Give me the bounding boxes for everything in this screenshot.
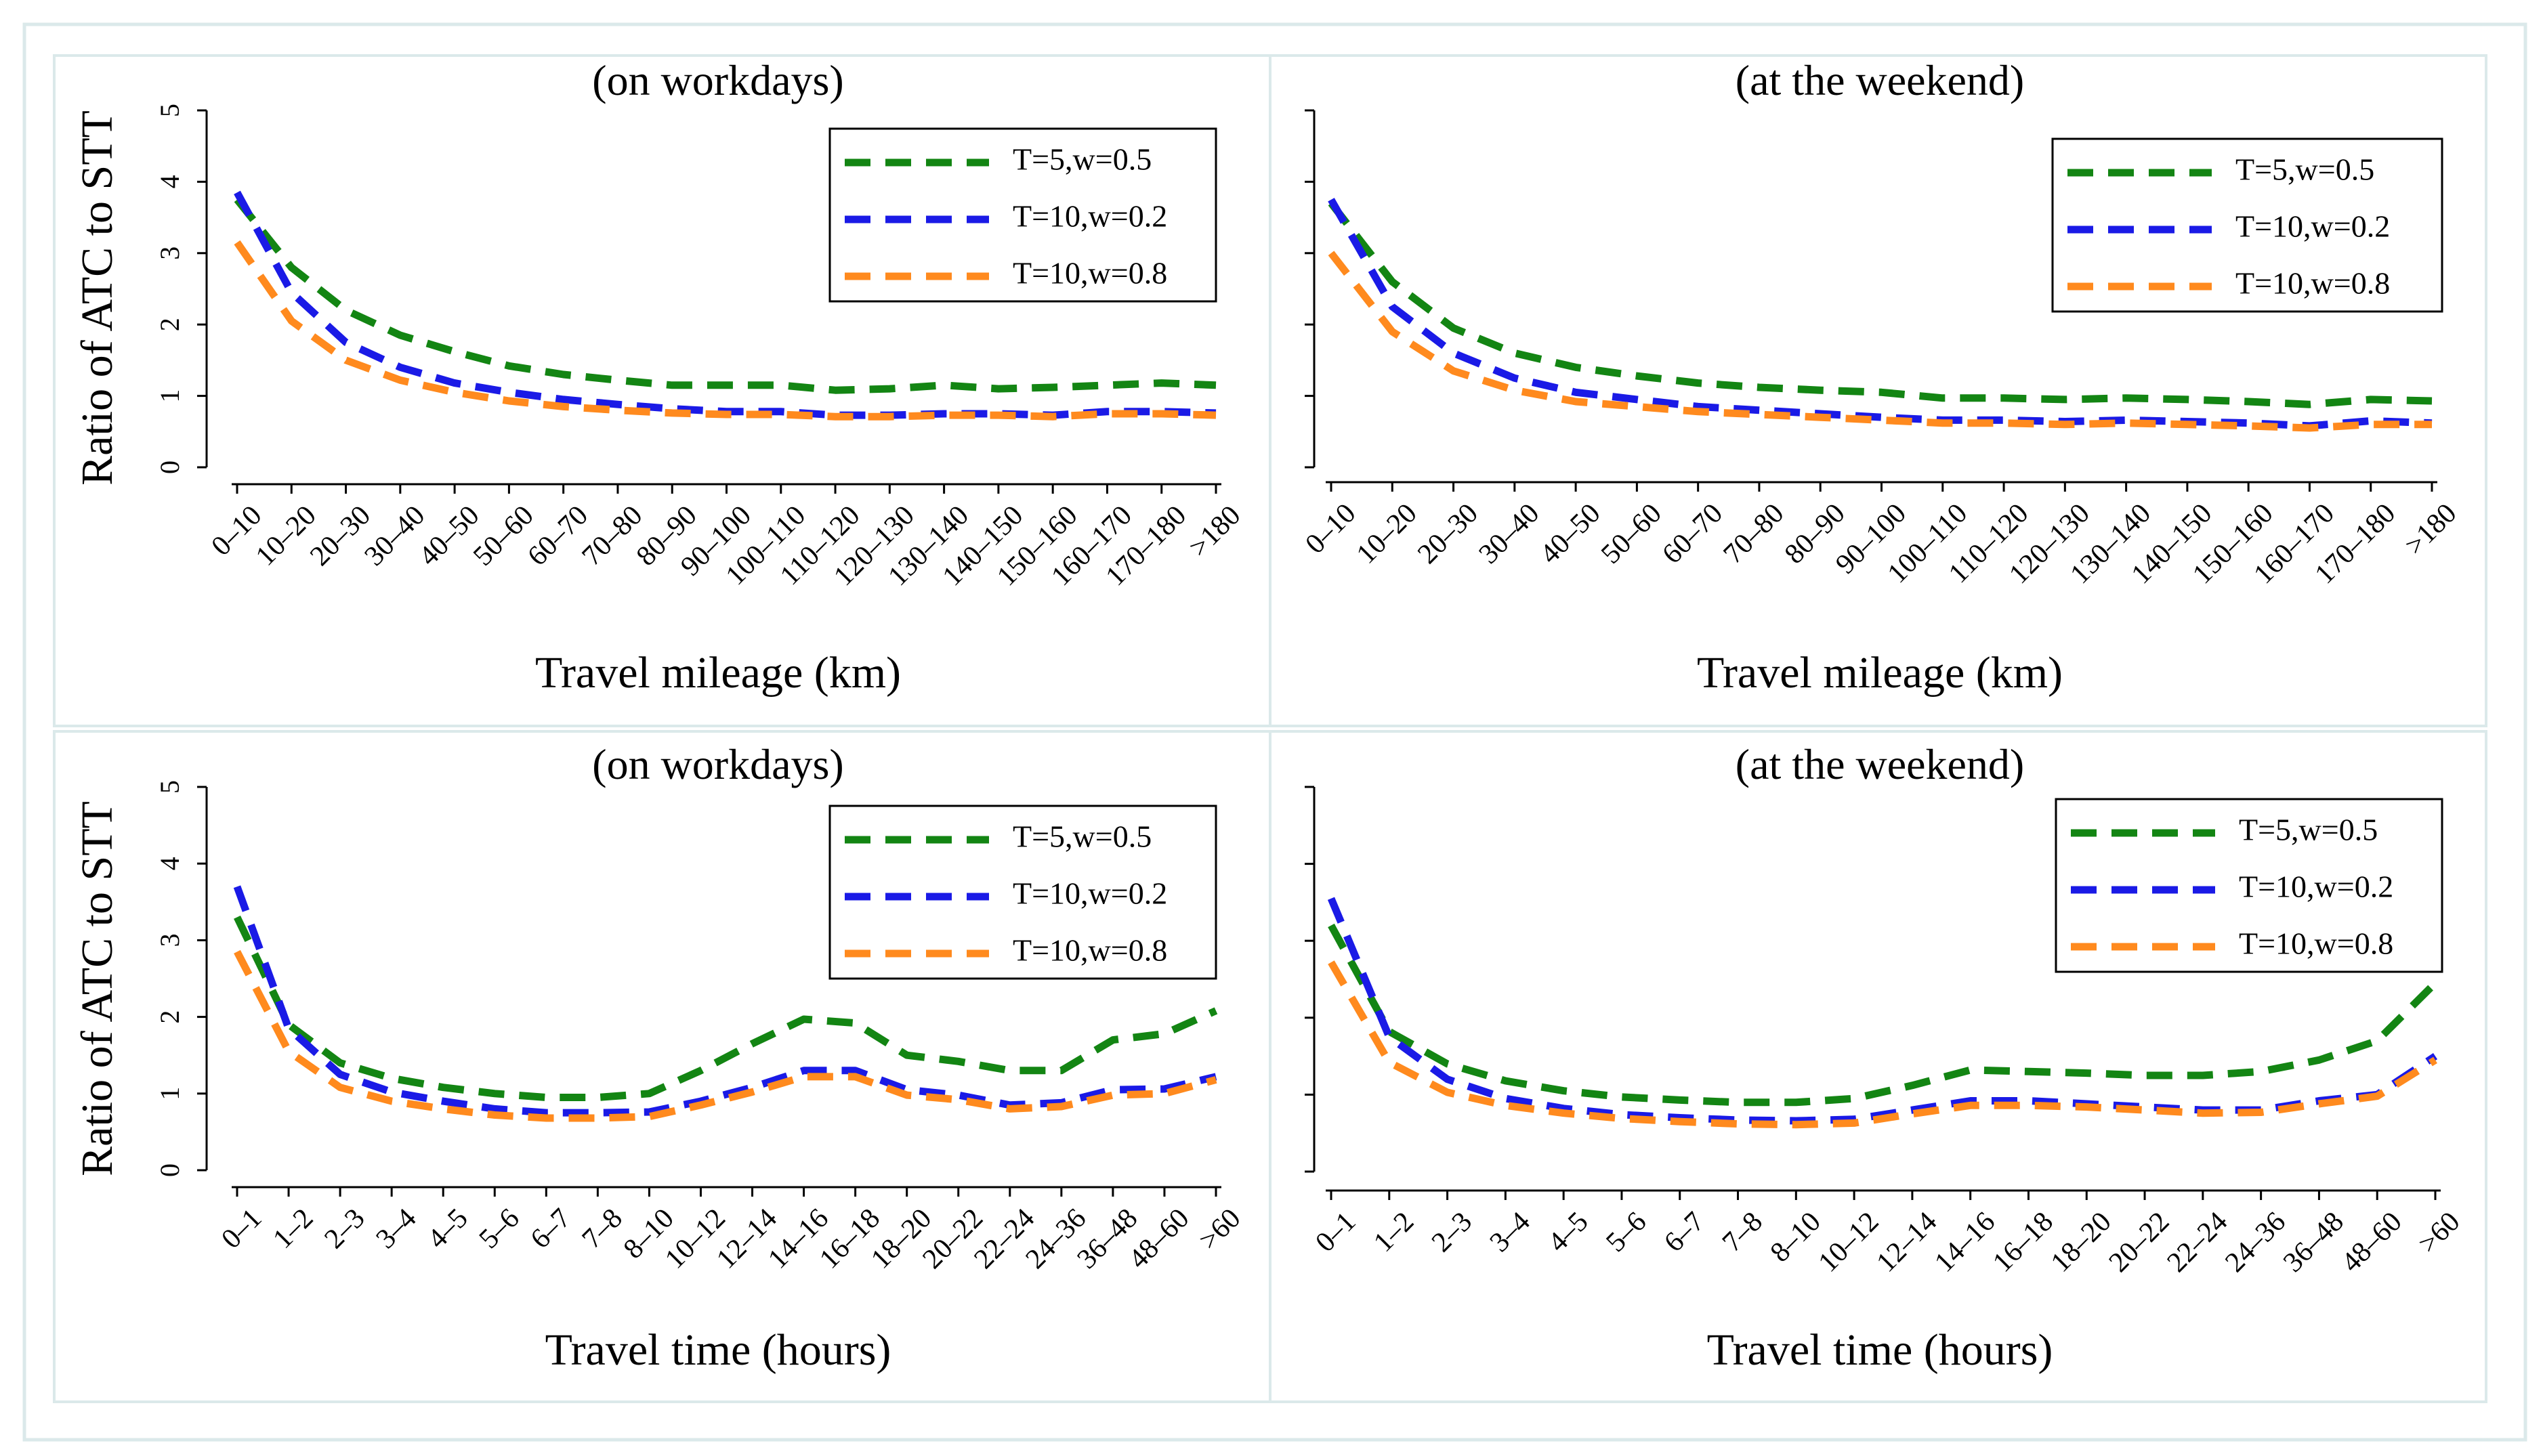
series-line-2: [233, 885, 1217, 1117]
legend-label-3: T=10,w=0.8: [2239, 926, 2393, 961]
series-line-1: [1328, 923, 2438, 1107]
legend-label-3: T=10,w=0.8: [1013, 256, 1167, 291]
series-line-3: [234, 949, 1217, 1122]
panel-border: [1269, 54, 2487, 727]
y-tick-label: 4: [154, 175, 185, 188]
legend-label-3: T=10,w=0.8: [2235, 266, 2390, 301]
legend-label-3: T=10,w=0.8: [1013, 933, 1167, 968]
series-line-1: [234, 916, 1218, 1101]
y-tick-label: 3: [154, 247, 185, 260]
x-axis-label: Travel time (hours): [545, 1325, 891, 1375]
y-tick-label: 2: [154, 1010, 185, 1024]
y-tick-label: 1: [154, 1087, 185, 1100]
outer-frame: [22, 22, 2527, 1442]
series-line-2: [1328, 198, 2433, 430]
legend: T=5,w=0.5 T=10,w=0.2 T=10,w=0.8: [2051, 137, 2443, 313]
chart-title: (on workdays): [592, 740, 843, 788]
y-tick-label: 0: [154, 1163, 185, 1177]
x-axis-label: Travel time (hours): [1707, 1325, 2053, 1375]
legend: T=5,w=0.5 T=10,w=0.2 T=10,w=0.8: [828, 127, 1217, 303]
chart-title: (at the weekend): [1736, 740, 2024, 788]
legend-label-2: T=10,w=0.2: [2239, 870, 2393, 904]
legend-label-2: T=10,w=0.2: [1013, 199, 1167, 234]
legend-label-1: T=5,w=0.5: [1013, 819, 1152, 854]
y-axis-label: Ratio of ATC to STT: [72, 110, 122, 486]
y-tick-label: 4: [154, 857, 185, 870]
y-tick-label: 0: [154, 461, 185, 474]
x-axis-label: Travel mileage (km): [535, 648, 901, 698]
legend-label-1: T=5,w=0.5: [2239, 813, 2378, 847]
y-axis-label: Ratio of ATC to STT: [72, 801, 122, 1176]
legend-label-2: T=10,w=0.2: [2235, 209, 2390, 244]
chart-title: (on workdays): [592, 56, 843, 104]
panel-border: [1269, 730, 2487, 1403]
series-line-1: [234, 197, 1217, 394]
series-line-3: [1328, 960, 2437, 1129]
legend-label-2: T=10,w=0.2: [1013, 876, 1167, 911]
chart-title: (at the weekend): [1736, 56, 2024, 104]
y-tick-label: 1: [154, 389, 185, 403]
y-tick-label: 2: [154, 318, 185, 331]
legend-label-1: T=5,w=0.5: [2235, 152, 2374, 187]
legend: T=5,w=0.5 T=10,w=0.2 T=10,w=0.8: [2055, 798, 2443, 973]
y-tick-label: 3: [154, 933, 185, 947]
x-axis-label: Travel mileage (km): [1697, 648, 2063, 698]
legend: T=5,w=0.5 T=10,w=0.2 T=10,w=0.8: [828, 805, 1217, 980]
series-line-1: [1328, 200, 2433, 408]
y-tick-label: 5: [154, 104, 185, 117]
chart-panel-1: (on workdays) Travel mileage (km) Ratio of…: [53, 54, 1272, 727]
legend-label-1: T=5,w=0.5: [1013, 142, 1152, 177]
series-line-3: [234, 240, 1217, 421]
y-tick-label: 5: [154, 780, 185, 794]
